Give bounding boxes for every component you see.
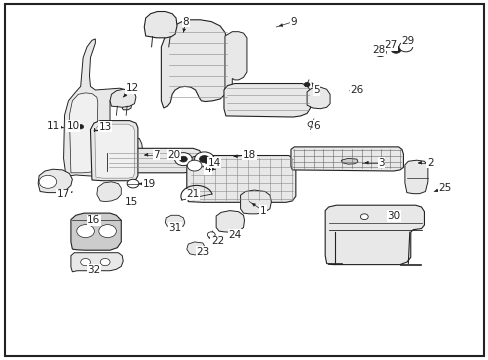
Circle shape xyxy=(304,82,309,87)
Text: 10: 10 xyxy=(67,121,80,131)
Text: 16: 16 xyxy=(87,215,101,225)
Text: 18: 18 xyxy=(242,150,256,160)
Polygon shape xyxy=(216,211,244,232)
Circle shape xyxy=(307,121,315,127)
Circle shape xyxy=(100,258,110,266)
Circle shape xyxy=(390,46,400,53)
Text: 29: 29 xyxy=(401,36,414,46)
Circle shape xyxy=(81,258,90,266)
Circle shape xyxy=(78,125,83,129)
Polygon shape xyxy=(186,156,295,202)
Text: 31: 31 xyxy=(168,222,182,233)
Text: 21: 21 xyxy=(186,189,200,199)
Polygon shape xyxy=(144,12,177,38)
Polygon shape xyxy=(95,124,134,178)
Circle shape xyxy=(99,225,116,238)
Polygon shape xyxy=(97,182,121,202)
Text: 15: 15 xyxy=(124,197,138,207)
Text: 4: 4 xyxy=(204,164,211,174)
Polygon shape xyxy=(306,87,329,109)
Text: 9: 9 xyxy=(289,17,296,27)
Text: 25: 25 xyxy=(437,183,451,193)
Circle shape xyxy=(187,160,202,171)
Circle shape xyxy=(174,153,192,166)
Text: 5: 5 xyxy=(312,85,319,95)
Text: 23: 23 xyxy=(196,247,209,257)
Text: 20: 20 xyxy=(167,150,180,160)
Polygon shape xyxy=(341,158,357,164)
Polygon shape xyxy=(186,242,205,255)
Text: 6: 6 xyxy=(312,121,319,131)
Polygon shape xyxy=(224,84,310,117)
Polygon shape xyxy=(69,93,98,173)
Text: 22: 22 xyxy=(210,236,224,246)
Polygon shape xyxy=(161,20,228,108)
Text: 19: 19 xyxy=(142,179,156,189)
Text: 11: 11 xyxy=(47,121,61,131)
Polygon shape xyxy=(71,213,121,250)
Circle shape xyxy=(127,179,139,188)
Text: 13: 13 xyxy=(98,122,112,132)
Text: 28: 28 xyxy=(371,45,385,55)
Text: 3: 3 xyxy=(377,158,384,168)
Text: 30: 30 xyxy=(386,211,399,221)
Circle shape xyxy=(199,156,209,163)
Circle shape xyxy=(39,175,57,188)
Text: 8: 8 xyxy=(182,17,189,27)
Text: 24: 24 xyxy=(227,230,241,240)
Circle shape xyxy=(207,232,215,238)
Polygon shape xyxy=(290,147,403,171)
Circle shape xyxy=(398,42,412,52)
Text: 2: 2 xyxy=(426,158,433,168)
Polygon shape xyxy=(325,205,424,265)
Polygon shape xyxy=(240,190,271,214)
Polygon shape xyxy=(404,160,427,194)
Text: 7: 7 xyxy=(153,150,160,160)
Circle shape xyxy=(179,156,187,162)
Circle shape xyxy=(194,152,214,166)
Circle shape xyxy=(374,48,386,57)
Polygon shape xyxy=(90,121,138,181)
Text: 1: 1 xyxy=(259,206,266,216)
Text: 17: 17 xyxy=(57,189,70,199)
Circle shape xyxy=(77,225,94,238)
Polygon shape xyxy=(165,215,184,228)
Polygon shape xyxy=(63,39,142,176)
Polygon shape xyxy=(224,32,246,101)
Circle shape xyxy=(71,126,77,130)
Text: 14: 14 xyxy=(207,158,221,168)
Polygon shape xyxy=(71,253,123,272)
Text: 32: 32 xyxy=(87,265,101,275)
Polygon shape xyxy=(105,148,203,173)
Text: 26: 26 xyxy=(349,85,363,95)
Polygon shape xyxy=(38,169,72,193)
Polygon shape xyxy=(110,89,136,107)
Text: 12: 12 xyxy=(125,83,139,93)
Circle shape xyxy=(360,214,367,220)
Text: 27: 27 xyxy=(384,40,397,50)
